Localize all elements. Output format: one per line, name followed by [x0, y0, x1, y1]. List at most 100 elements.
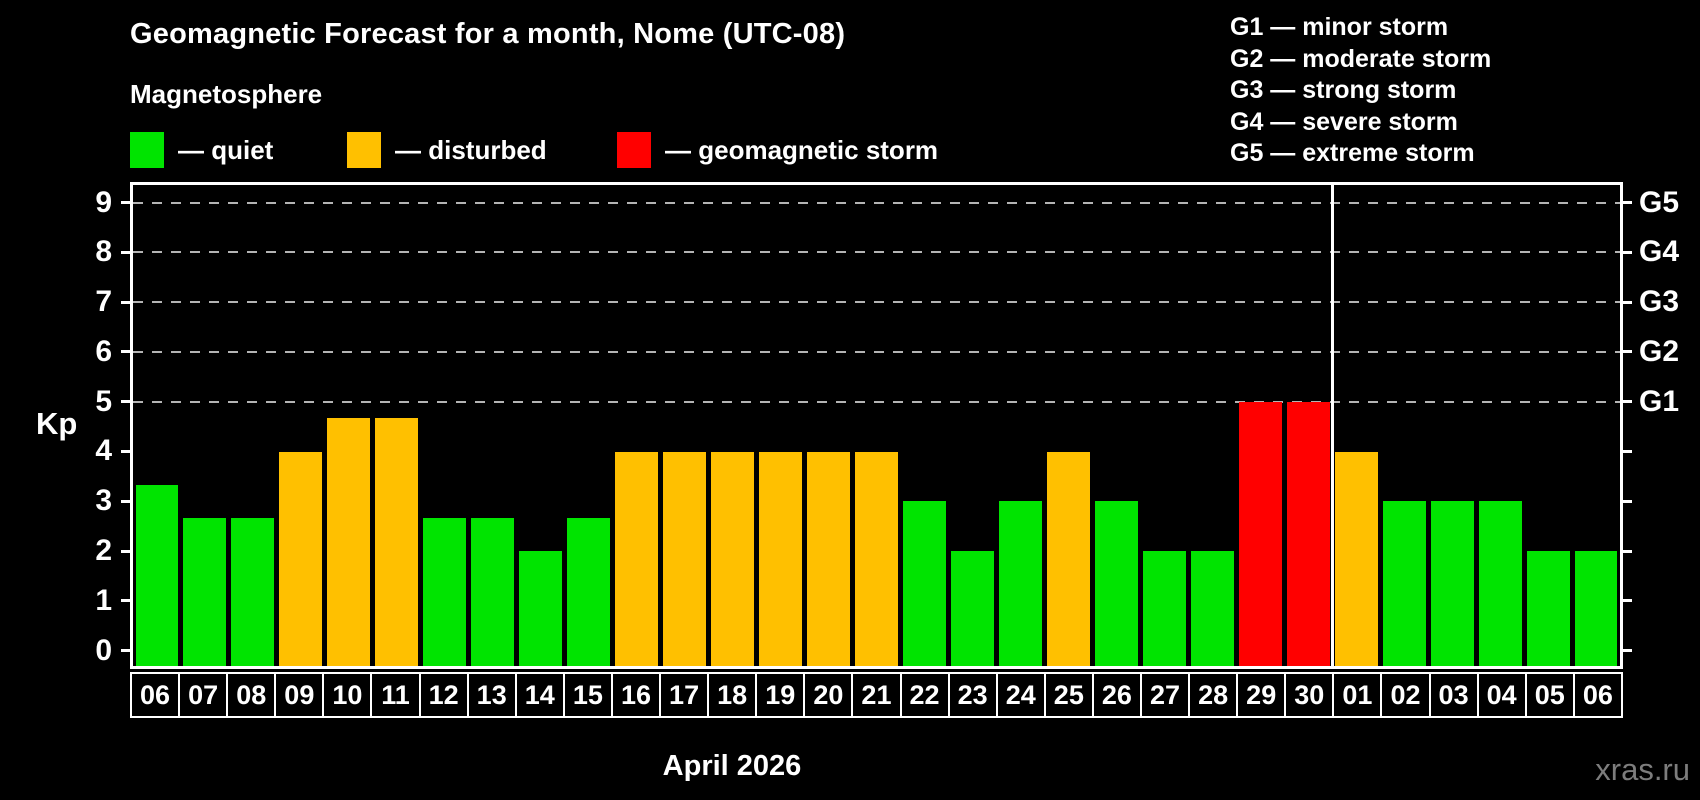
- y-tick-mark: [121, 350, 130, 354]
- day-label-cell: 27: [1139, 672, 1191, 718]
- y-tick-label: 9: [95, 185, 112, 219]
- kp-bar: [1334, 451, 1378, 666]
- g-scale-legend-line: G4 — severe storm: [1230, 107, 1458, 136]
- g-tick-mark: [1623, 350, 1632, 354]
- y-tick-mark: [121, 649, 130, 653]
- kp-bar: [1286, 401, 1330, 666]
- y-tick-mark: [121, 300, 130, 304]
- day-label-cell: 07: [178, 672, 229, 718]
- day-label-cell: 23: [947, 672, 998, 718]
- day-label-cell: 22: [899, 672, 950, 718]
- day-label-cell: 02: [1380, 672, 1431, 718]
- kp-bar: [135, 484, 179, 666]
- kp-bar: [1430, 501, 1474, 666]
- g-tick-label: G1: [1639, 384, 1680, 418]
- day-label-cell: 08: [226, 672, 277, 718]
- kp-bar: [663, 451, 707, 666]
- legend-label: — geomagnetic storm: [665, 134, 939, 165]
- y-tick-label: 8: [95, 235, 112, 269]
- y-tick-mark: [121, 250, 130, 254]
- day-label-cell: 05: [1524, 672, 1575, 718]
- y-tick-label: 0: [95, 633, 112, 667]
- y-tick-mark: [121, 201, 130, 205]
- day-label-cell: 06: [1572, 672, 1623, 718]
- y-tick-mark: [121, 449, 130, 453]
- disturbed-swatch-icon: [347, 132, 381, 168]
- kp-bar: [855, 451, 898, 666]
- y-tick-label: 2: [95, 534, 112, 568]
- kp-bar: [1142, 551, 1186, 666]
- gridline-kp-7: [133, 301, 1620, 304]
- day-label-cell: 25: [1043, 672, 1094, 718]
- y-tick-mark: [121, 549, 130, 553]
- g-tick-mark: [1623, 649, 1632, 653]
- g-scale-legend-line: G3 — strong storm: [1230, 76, 1457, 104]
- day-label-cell: 06: [130, 672, 181, 718]
- g-tick-label: G4: [1639, 235, 1680, 269]
- y-tick-mark: [121, 400, 130, 404]
- day-label-cell: 09: [274, 672, 325, 718]
- day-label-cell: 26: [1091, 672, 1142, 718]
- kp-bar: [279, 451, 323, 666]
- kp-bar: [1382, 501, 1426, 666]
- y-tick-label: 3: [95, 484, 112, 518]
- kp-bar: [950, 551, 994, 666]
- watermark: xras.ru: [1595, 752, 1690, 787]
- kp-bar: [1574, 551, 1618, 666]
- day-label-cell: 14: [514, 672, 565, 718]
- kp-bar: [567, 517, 611, 666]
- quiet-swatch-icon: [130, 132, 164, 168]
- kp-bar: [327, 418, 371, 666]
- kp-bar: [471, 517, 515, 666]
- kp-bar: [998, 501, 1042, 666]
- day-label-cell: 21: [851, 672, 902, 718]
- day-label-cell: 17: [659, 672, 710, 718]
- y-tick-label: 5: [95, 384, 112, 418]
- legend-item-disturbed: — disturbed: [347, 132, 547, 168]
- kp-bar: [615, 451, 659, 666]
- y-tick-label: 1: [95, 583, 112, 617]
- g-tick-mark: [1623, 201, 1632, 205]
- kp-bar: [375, 418, 419, 666]
- g-tick-mark: [1623, 300, 1632, 304]
- kp-bar: [807, 451, 850, 666]
- day-label-cell: 03: [1428, 672, 1479, 718]
- kp-bar: [711, 451, 755, 666]
- day-label-cell: 10: [322, 672, 373, 718]
- kp-bar: [759, 451, 803, 666]
- y-tick-mark: [121, 599, 130, 603]
- g-tick-mark: [1623, 400, 1632, 404]
- y-tick-label: 7: [95, 285, 112, 319]
- kp-bar: [423, 517, 467, 666]
- kp-bar: [1238, 401, 1282, 666]
- legend-item-storm: — geomagnetic storm: [617, 132, 938, 168]
- g-scale-legend-line: G1 — minor storm: [1230, 13, 1449, 41]
- g-scale-legend-line: G2 — moderate storm: [1230, 44, 1492, 73]
- g-tick-label: G3: [1639, 285, 1680, 319]
- g-tick-mark: [1623, 549, 1632, 553]
- day-label-cell: 13: [466, 672, 517, 718]
- g-tick-mark: [1623, 250, 1632, 254]
- kp-bar: [519, 551, 563, 666]
- kp-bar: [1046, 451, 1090, 666]
- legend-label: — disturbed: [395, 134, 547, 165]
- g-tick-mark: [1623, 599, 1632, 603]
- day-label-row: 06 07 08 09 10 11 12 13 14 15 16 17 18 19 20 21 22 23 24 25…: [130, 672, 1623, 718]
- kp-axis-label: Kp: [36, 406, 78, 441]
- legend-label: — quiet: [178, 134, 274, 165]
- gridline-kp-8: [133, 251, 1620, 254]
- day-label-cell: 28: [1188, 672, 1239, 718]
- g-scale-legend: G1 — minor storm G2 — moderate storm G3 — …: [1230, 12, 1491, 170]
- kp-bar: [183, 517, 227, 666]
- day-label-cell: 15: [562, 672, 613, 718]
- gridline-kp-5: [133, 400, 1620, 403]
- kp-bar: [902, 501, 946, 666]
- kp-bar: [1526, 551, 1570, 666]
- g-tick-mark: [1623, 499, 1632, 503]
- gridline-kp-9: [133, 201, 1620, 204]
- kp-bar: [1190, 551, 1234, 666]
- legend-item-quiet: — quiet: [130, 132, 273, 168]
- day-label-cell: 12: [418, 672, 469, 718]
- day-label-cell: 20: [803, 672, 854, 718]
